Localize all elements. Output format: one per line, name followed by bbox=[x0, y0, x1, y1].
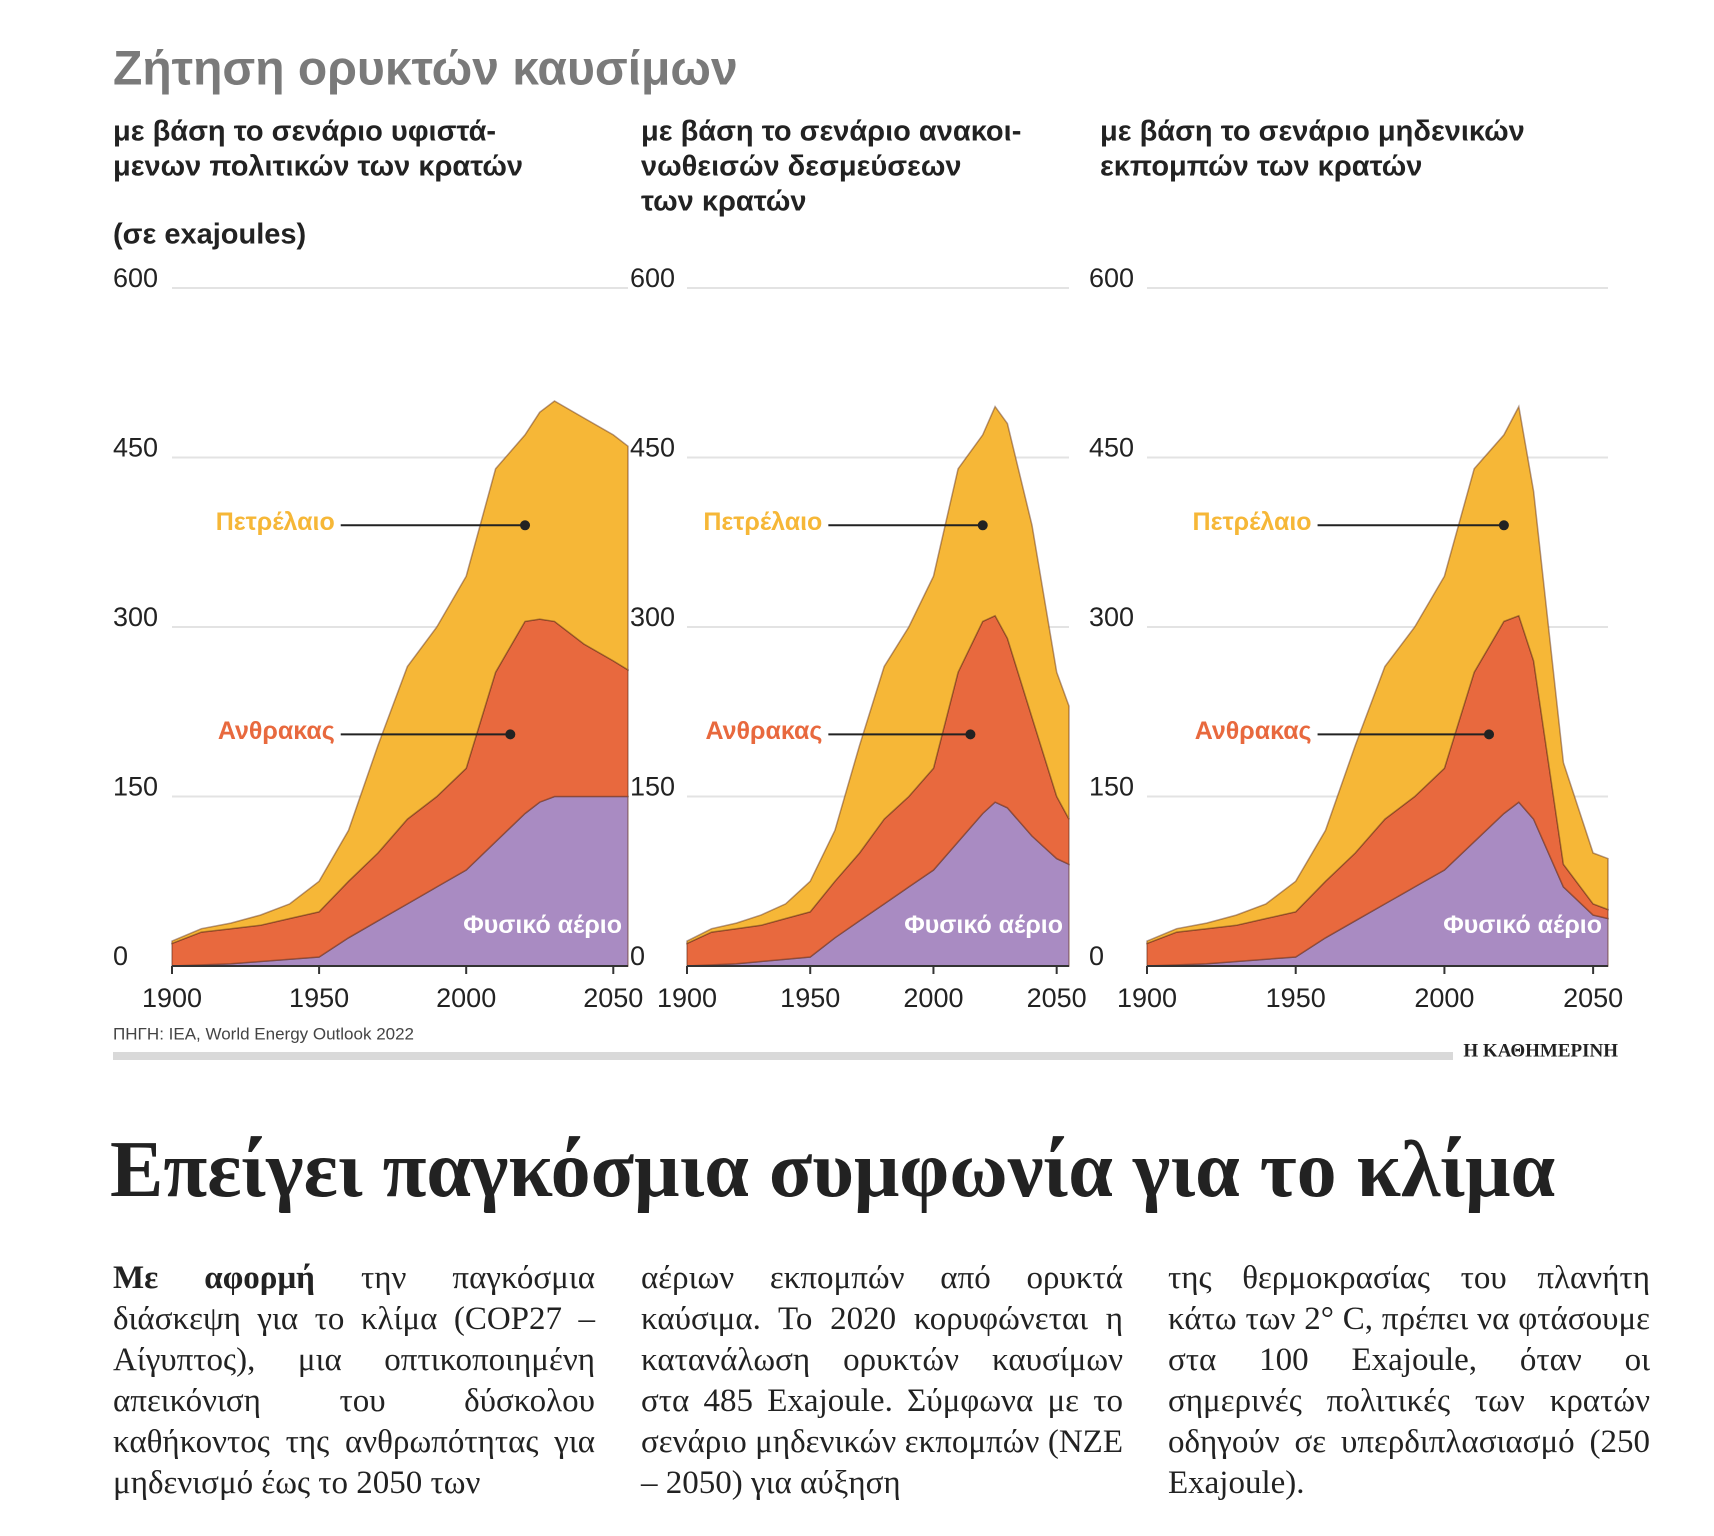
subtitle: εκπομπών των κρατών bbox=[1100, 151, 1422, 183]
area bbox=[171, 400, 629, 945]
x-tick-label: 1900 bbox=[142, 983, 202, 1013]
lead: Με αφορμή bbox=[113, 1260, 315, 1296]
y-tick-label: 300 bbox=[630, 602, 675, 632]
y-tick-label: 450 bbox=[630, 433, 675, 463]
series-label: Ανθρακας bbox=[1195, 717, 1312, 745]
footer-bar bbox=[113, 1052, 1453, 1060]
series-label: Πετρέλαιο bbox=[703, 508, 822, 536]
subtitle: με βάση το σενάριο μηδενικών bbox=[1100, 116, 1525, 148]
subtitle: των κρατών bbox=[641, 186, 807, 218]
y-tick-label: 0 bbox=[113, 941, 128, 971]
x-tick-label: 2050 bbox=[1563, 983, 1623, 1013]
article-column: της θερμοκρασίας του πλανήτη κάτω των 2°… bbox=[1168, 1258, 1650, 1504]
leader-dot bbox=[965, 729, 976, 740]
series-label: Φυσικό αέριο bbox=[463, 911, 622, 939]
leader-dot bbox=[505, 729, 516, 740]
subtitle: νωθεισών δεσμεύσεων bbox=[641, 151, 961, 183]
x-tick-label: 2000 bbox=[436, 983, 496, 1013]
article-column: Με αφορμή την παγκόσμια διάσκεψη για το … bbox=[113, 1258, 595, 1504]
leader-dot bbox=[1498, 520, 1509, 531]
chart-title: Ζήτηση ορυκτών καυσίμων bbox=[113, 43, 738, 96]
y-tick-label: 300 bbox=[1089, 602, 1134, 632]
series-label: Ανθρακας bbox=[705, 717, 822, 745]
y-tick-label: 450 bbox=[113, 433, 158, 463]
x-tick-label: 2000 bbox=[1414, 983, 1474, 1013]
article-column: αέριων εκπομπών από ορυκτά καύσιμα. Το 2… bbox=[641, 1258, 1123, 1504]
y-tick-label: 600 bbox=[1089, 263, 1134, 293]
series-label: Φυσικό αέριο bbox=[904, 911, 1063, 939]
y-tick-label: 450 bbox=[1089, 433, 1134, 463]
x-tick-label: 2050 bbox=[1027, 983, 1087, 1013]
source: ΠΗΓΗ: IEA, World Energy Outlook 2022 bbox=[113, 1024, 414, 1043]
subtitle: με βάση το σενάριο υφιστά- bbox=[113, 116, 496, 148]
area bbox=[1146, 404, 1609, 945]
column-text: την παγκόσμια διάσκεψη για το κλίμα (COP… bbox=[113, 1260, 595, 1501]
y-tick-label: 150 bbox=[113, 772, 158, 802]
series-label: Ανθρακας bbox=[218, 717, 335, 745]
subtitle: με βάση το σενάριο ανακοι- bbox=[641, 116, 1021, 148]
leader-dot bbox=[520, 520, 531, 531]
y-tick-label: 150 bbox=[630, 772, 675, 802]
x-tick-label: 1950 bbox=[780, 983, 840, 1013]
x-tick-label: 1900 bbox=[657, 983, 717, 1013]
series-label: Πετρέλαιο bbox=[216, 508, 335, 536]
leader-dot bbox=[977, 520, 988, 531]
y-tick-label: 0 bbox=[1089, 941, 1104, 971]
headline: Επείγει παγκόσμια συμφωνία για το κλίμα bbox=[110, 1126, 1556, 1214]
x-tick-label: 1950 bbox=[1266, 983, 1326, 1013]
brand: Η ΚΑΘΗΜΕΡΙΝΗ bbox=[1463, 1040, 1618, 1061]
leader-dot bbox=[1484, 729, 1495, 740]
area bbox=[686, 405, 1070, 945]
y-tick-label: 600 bbox=[113, 263, 158, 293]
y-tick-label: 0 bbox=[630, 941, 645, 971]
y-tick-label: 150 bbox=[1089, 772, 1134, 802]
y-tick-label: 600 bbox=[630, 263, 675, 293]
x-tick-label: 2050 bbox=[583, 983, 643, 1013]
series-label: Φυσικό αέριο bbox=[1443, 911, 1602, 939]
unit-label: (σε exajoules) bbox=[113, 219, 306, 251]
y-tick-label: 300 bbox=[113, 602, 158, 632]
column-text: αέριων εκπομπών από ορυκτά καύσιμα. Το 2… bbox=[641, 1260, 1123, 1501]
series-label: Πετρέλαιο bbox=[1193, 508, 1312, 536]
x-tick-label: 1950 bbox=[289, 983, 349, 1013]
chart: Ζήτηση ορυκτών καυσίμων (σε exajoules) Π… bbox=[113, 43, 1623, 1061]
column-text: της θερμοκρασίας του πλανήτη κάτω των 2°… bbox=[1168, 1260, 1650, 1501]
x-tick-label: 2000 bbox=[903, 983, 963, 1013]
subtitle: μενων πολιτικών των κρατών bbox=[113, 151, 523, 183]
x-tick-label: 1900 bbox=[1117, 983, 1177, 1013]
